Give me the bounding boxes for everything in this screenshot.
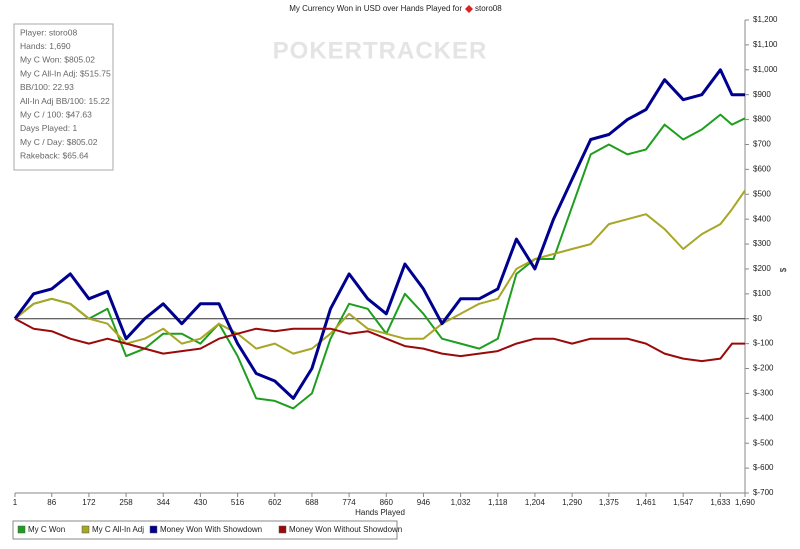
x-tick-label: 1,547 [673,498,694,507]
watermark: POKERTRACKER [273,37,488,64]
player-icon [465,5,473,13]
series-line [13,68,745,400]
y-tick-label: $-200 [753,364,774,373]
y-tick-label: $-700 [753,488,774,497]
stat-line: My C / 100: $47.63 [20,109,92,119]
player-name: storo08 [475,4,502,13]
x-tick-label: 774 [342,498,356,507]
legend-swatch [278,525,287,534]
stat-line: Days Played: 1 [20,123,77,133]
y-tick-label: $700 [753,140,771,149]
stat-line: My C / Day: $805.02 [20,137,98,147]
legend-swatch [81,525,90,534]
legend-label: Money Won Without Showdown [289,525,402,534]
x-tick-label: 172 [82,498,96,507]
y-tick-label: $-500 [753,438,774,447]
series-line [14,317,745,363]
legend-swatch [149,525,158,534]
legend-label: My C All-In Adj [92,525,144,534]
x-tick-label: 344 [157,498,171,507]
x-tick-label: 430 [194,498,208,507]
x-tick-label: 688 [305,498,319,507]
y-axis-label: $ [779,267,788,272]
y-tick-label: $1,100 [753,40,778,49]
series-line [14,189,746,355]
legend [12,520,398,540]
x-tick-label: 258 [119,498,133,507]
chart-title: My Currency Won in USD over Hands Played… [289,4,462,13]
x-tick-label: 602 [268,498,282,507]
x-tick-label: 860 [380,498,394,507]
y-tick-label: $200 [753,264,771,273]
y-tick-label: $1,200 [753,15,778,24]
x-tick-label: 1,461 [636,498,657,507]
x-tick-label: 516 [231,498,245,507]
x-tick-label: 1,204 [525,498,546,507]
y-tick-label: $1,000 [753,65,778,74]
y-tick-label: $800 [753,115,771,124]
stat-line: BB/100: 22.93 [20,82,74,92]
y-tick-label: $600 [753,164,771,173]
y-tick-label: $400 [753,214,771,223]
y-tick-label: $-600 [753,463,774,472]
x-tick-label: 86 [47,498,56,507]
x-tick-label: 1,690 [735,498,756,507]
stat-line: Player: storo08 [20,27,77,37]
y-tick-label: $300 [753,239,771,248]
y-tick-label: $900 [753,90,771,99]
x-tick-label: 1,032 [451,498,472,507]
y-tick-label: $0 [753,314,762,323]
y-tick-label: $100 [753,289,771,298]
stats-box [13,23,114,171]
stat-line: My C Won: $805.02 [20,55,95,65]
x-tick-label: 1,290 [562,498,583,507]
stat-line: Hands: 1,690 [20,41,71,51]
x-tick-label: 1,375 [599,498,620,507]
legend-label: My C Won [28,525,65,534]
stat-line: All-In Adj BB/100: 15.22 [20,96,110,106]
y-tick-label: $500 [753,189,771,198]
legend-label: Money Won With Showdown [160,525,262,534]
stat-line: Rakeback: $65.64 [20,151,89,161]
y-tick-label: $-300 [753,389,774,398]
x-tick-label: 1,118 [488,498,508,507]
x-axis-label: Hands Played [355,508,405,517]
x-tick-label: 1 [13,498,18,507]
stat-line: My C All-In Adj: $515.75 [20,68,111,78]
x-tick-label: 946 [417,498,431,507]
y-tick-label: $-100 [753,339,774,348]
x-tick-label: 1,633 [710,498,731,507]
y-tick-label: $-400 [753,413,774,422]
legend-swatch [17,525,26,534]
